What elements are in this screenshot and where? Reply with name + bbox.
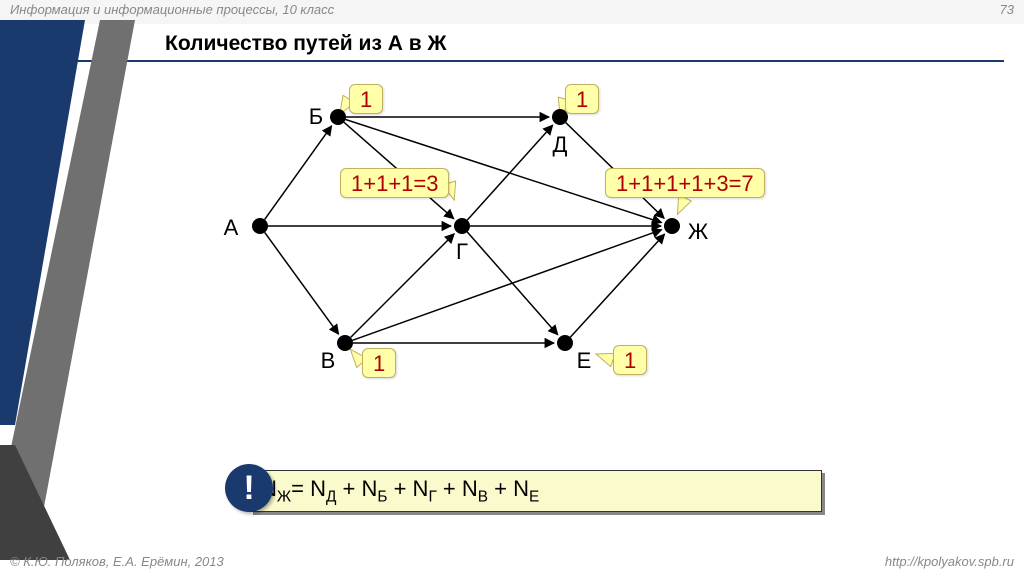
footer-copyright: © К.Ю. Поляков, Е.А. Ерёмин, 2013 bbox=[10, 554, 224, 574]
header-subject: Информация и информационные процессы, 10… bbox=[10, 2, 334, 22]
callout-v: 1 bbox=[362, 348, 396, 378]
title-rule bbox=[0, 60, 1004, 62]
callout-e: 1 bbox=[613, 345, 647, 375]
footer-url: http://kpolyakov.spb.ru bbox=[885, 554, 1014, 574]
page-title: Количество путей из А в Ж bbox=[165, 32, 446, 56]
node-label-A: А bbox=[224, 215, 239, 241]
node-label-V: В bbox=[321, 348, 336, 374]
formula-text: NЖ= NД + NБ + NГ + NВ + NЕ bbox=[261, 476, 539, 506]
slide-footer: © К.Ю. Поляков, Е.А. Ерёмин, 2013 http:/… bbox=[0, 552, 1024, 576]
node-label-B: Б bbox=[309, 104, 323, 130]
node-label-E: Е bbox=[577, 348, 592, 374]
callout-b: 1 bbox=[349, 84, 383, 114]
callout-zh: 1+1+1+1+3=7 bbox=[605, 168, 765, 198]
formula-box: NЖ= NД + NБ + NГ + NВ + NЕ bbox=[250, 470, 822, 512]
node-label-G: Г bbox=[456, 239, 468, 265]
callout-g: 1+1+1=3 bbox=[340, 168, 449, 198]
node-label-D: Д bbox=[553, 132, 568, 158]
node-label-Zh: Ж bbox=[688, 219, 708, 245]
callout-d: 1 bbox=[565, 84, 599, 114]
page-number: 73 bbox=[1000, 2, 1014, 22]
exclaim-badge: ! bbox=[225, 464, 273, 512]
slide-header: Информация и информационные процессы, 10… bbox=[0, 0, 1024, 24]
